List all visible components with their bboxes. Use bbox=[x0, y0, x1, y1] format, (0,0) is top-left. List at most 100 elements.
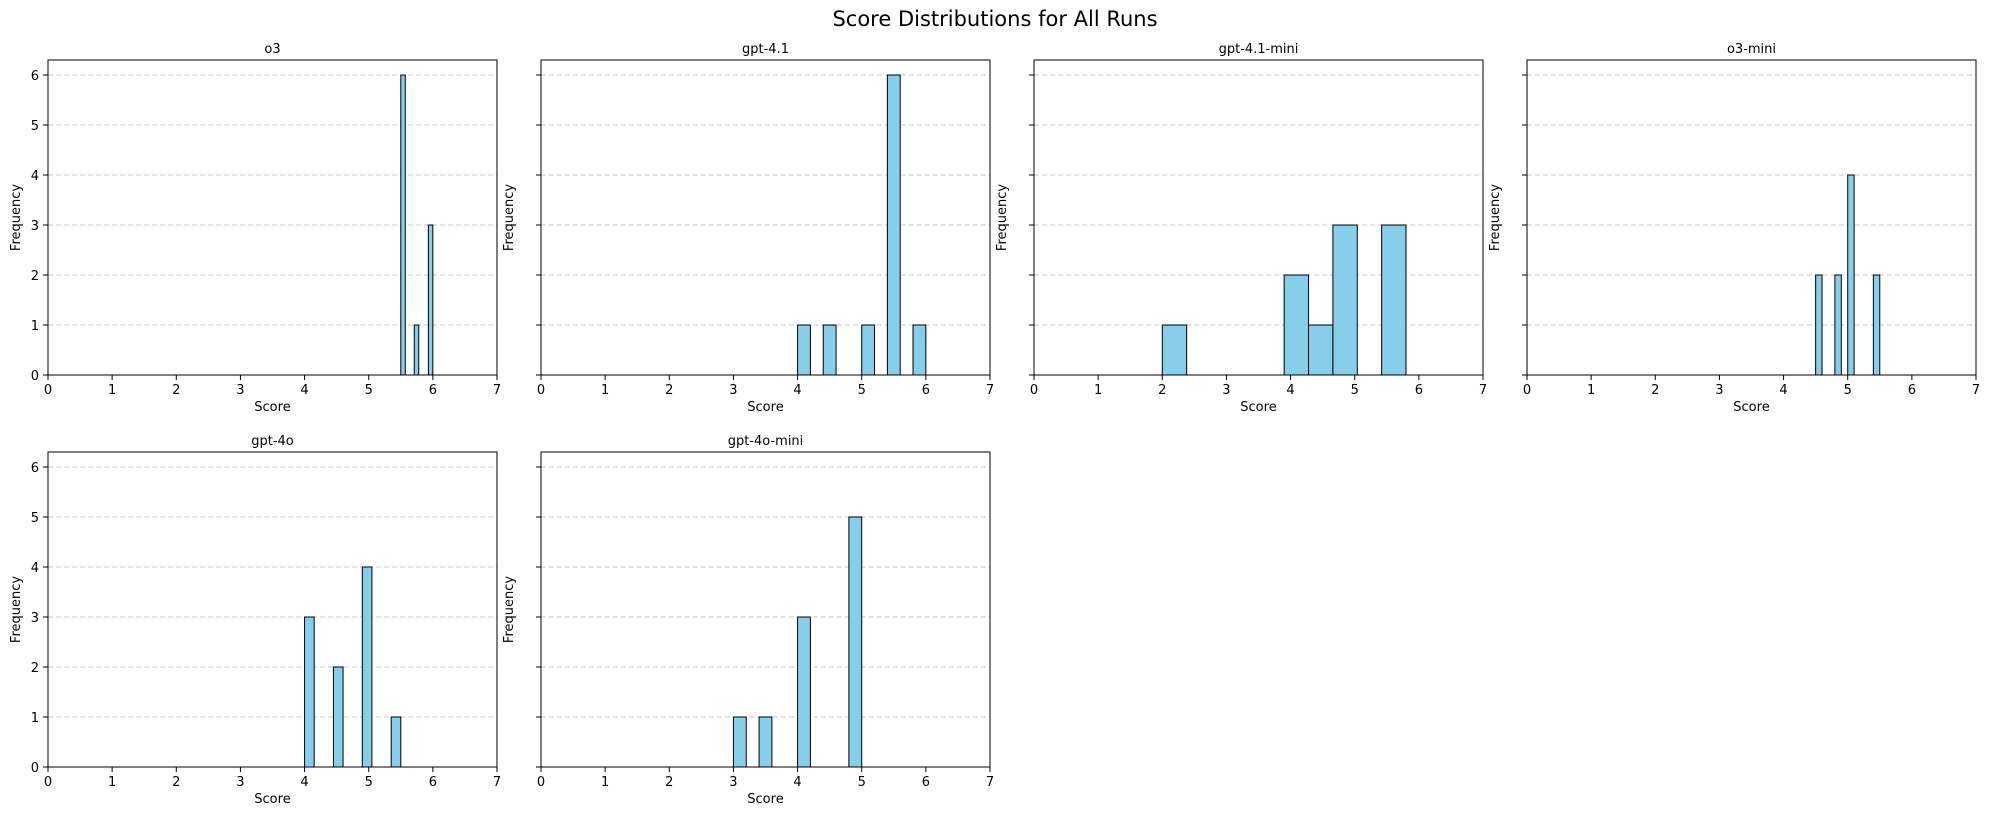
histogram-bar bbox=[732, 716, 747, 768]
axes-frame bbox=[540, 451, 991, 768]
x-tick-label: 4 bbox=[300, 383, 308, 398]
y-tick-label: 5 bbox=[31, 511, 39, 526]
histogram-bar bbox=[797, 616, 811, 768]
x-axis-label: Score bbox=[254, 400, 290, 415]
y-tick-label: 4 bbox=[31, 169, 39, 184]
y-tick-label: 5 bbox=[31, 119, 39, 134]
x-tick-label: 3 bbox=[729, 775, 737, 790]
x-tick-label: 3 bbox=[236, 775, 244, 790]
histogram-bar bbox=[304, 616, 315, 768]
y-tick-label: 1 bbox=[31, 319, 39, 334]
histogram-bar bbox=[912, 324, 927, 376]
x-tick-label: 6 bbox=[429, 383, 437, 398]
x-tick-label: 2 bbox=[665, 775, 673, 790]
y-tick-label: 6 bbox=[31, 461, 39, 476]
histogram-bar bbox=[848, 516, 863, 768]
x-tick-label: 5 bbox=[1351, 383, 1359, 398]
x-tick-label: 0 bbox=[537, 383, 545, 398]
y-axis-label: Frequency bbox=[502, 576, 517, 643]
x-tick-label: 6 bbox=[922, 775, 930, 790]
y-tick-label: 6 bbox=[31, 69, 39, 84]
histogram-bar bbox=[758, 716, 773, 768]
x-tick-label: 1 bbox=[1094, 383, 1102, 398]
x-axis-label: Score bbox=[747, 792, 783, 807]
x-tick-label: 4 bbox=[793, 775, 801, 790]
histogram-bar bbox=[797, 324, 811, 376]
x-tick-label: 1 bbox=[601, 383, 609, 398]
x-tick-label: 3 bbox=[1222, 383, 1230, 398]
x-tick-label: 6 bbox=[1415, 383, 1423, 398]
histogram-bar bbox=[427, 224, 434, 376]
x-tick-label: 1 bbox=[108, 775, 116, 790]
x-tick-label: 2 bbox=[172, 775, 180, 790]
subplot-o3: o3 0 1 2 3 4 5 6 7 0 1 2 3 4 5 6 Score Frequency bbox=[9, 42, 501, 415]
x-tick-label: 4 bbox=[300, 775, 308, 790]
x-tick-label: 7 bbox=[986, 383, 994, 398]
axes-frame bbox=[540, 59, 991, 376]
axes-frame bbox=[1526, 59, 1977, 376]
y-axis-label: Frequency bbox=[1488, 184, 1503, 251]
x-tick-label: 2 bbox=[1651, 383, 1659, 398]
x-tick-label: 7 bbox=[1479, 383, 1487, 398]
x-tick-label: 1 bbox=[1587, 383, 1595, 398]
subplot-title: gpt-4o bbox=[251, 434, 294, 449]
y-tick-label: 4 bbox=[31, 561, 39, 576]
histogram-bar bbox=[861, 324, 876, 376]
x-axis-label: Score bbox=[1733, 400, 1769, 415]
y-axis-label: Frequency bbox=[9, 576, 24, 643]
subplot-gpt-4o: gpt-4o 0 1 2 3 4 5 6 7 0 1 2 3 4 5 6 Score Frequency bbox=[9, 434, 501, 807]
histogram-bar bbox=[1332, 224, 1358, 376]
subplot-title: o3 bbox=[264, 42, 280, 57]
x-tick-label: 0 bbox=[1523, 383, 1531, 398]
x-tick-label: 5 bbox=[365, 383, 373, 398]
y-tick-label: 1 bbox=[31, 711, 39, 726]
x-tick-label: 5 bbox=[1844, 383, 1852, 398]
x-tick-label: 5 bbox=[858, 383, 866, 398]
histogram-bar bbox=[400, 74, 406, 376]
x-tick-label: 5 bbox=[365, 775, 373, 790]
subplot-title: gpt-4o-mini bbox=[728, 434, 804, 449]
subplot-gpt-4.1-mini: gpt-4.1-mini 0 1 2 3 4 5 6 7 Score Frequency bbox=[995, 42, 1487, 415]
subplot-gpt-4.1: gpt-4.1 0 1 2 3 4 5 6 7 Score Frequency bbox=[502, 42, 994, 415]
axes-frame bbox=[47, 59, 498, 376]
subplot-title: o3-mini bbox=[1727, 42, 1776, 57]
histogram-bar bbox=[1381, 224, 1407, 376]
histogram-bar bbox=[1815, 274, 1823, 376]
x-tick-label: 6 bbox=[922, 383, 930, 398]
x-tick-label: 7 bbox=[493, 383, 501, 398]
subplot-title: gpt-4.1-mini bbox=[1219, 42, 1299, 57]
x-axis-label: Score bbox=[747, 400, 783, 415]
y-tick-label: 0 bbox=[31, 761, 39, 776]
x-tick-label: 6 bbox=[429, 775, 437, 790]
x-tick-label: 2 bbox=[1158, 383, 1166, 398]
y-axis-label: Frequency bbox=[9, 184, 24, 251]
x-tick-label: 0 bbox=[44, 775, 52, 790]
x-tick-label: 1 bbox=[108, 383, 116, 398]
y-tick-label: 2 bbox=[31, 661, 39, 676]
x-tick-label: 0 bbox=[537, 775, 545, 790]
x-tick-label: 0 bbox=[1030, 383, 1038, 398]
subplot-o3-mini: o3-mini 0 1 2 3 4 5 6 7 Score Frequency bbox=[1488, 42, 1980, 415]
x-tick-label: 2 bbox=[665, 383, 673, 398]
axes-frame bbox=[47, 451, 498, 768]
histogram-bar bbox=[822, 324, 837, 376]
x-tick-label: 2 bbox=[172, 383, 180, 398]
histogram-bar bbox=[361, 566, 373, 768]
x-axis-label: Score bbox=[254, 792, 290, 807]
x-tick-label: 7 bbox=[493, 775, 501, 790]
histogram-bar bbox=[1834, 274, 1842, 376]
histogram-bar bbox=[413, 324, 420, 376]
y-axis-label: Frequency bbox=[502, 184, 517, 251]
histogram-bar bbox=[1283, 274, 1310, 376]
y-tick-label: 2 bbox=[31, 269, 39, 284]
histogram-bar bbox=[1847, 174, 1855, 376]
x-tick-label: 3 bbox=[729, 383, 737, 398]
x-tick-label: 7 bbox=[986, 775, 994, 790]
histogram-bar bbox=[332, 666, 344, 768]
x-tick-label: 3 bbox=[1715, 383, 1723, 398]
histogram-bar bbox=[390, 716, 402, 768]
x-tick-label: 1 bbox=[601, 775, 609, 790]
axes-frame bbox=[1033, 59, 1484, 376]
